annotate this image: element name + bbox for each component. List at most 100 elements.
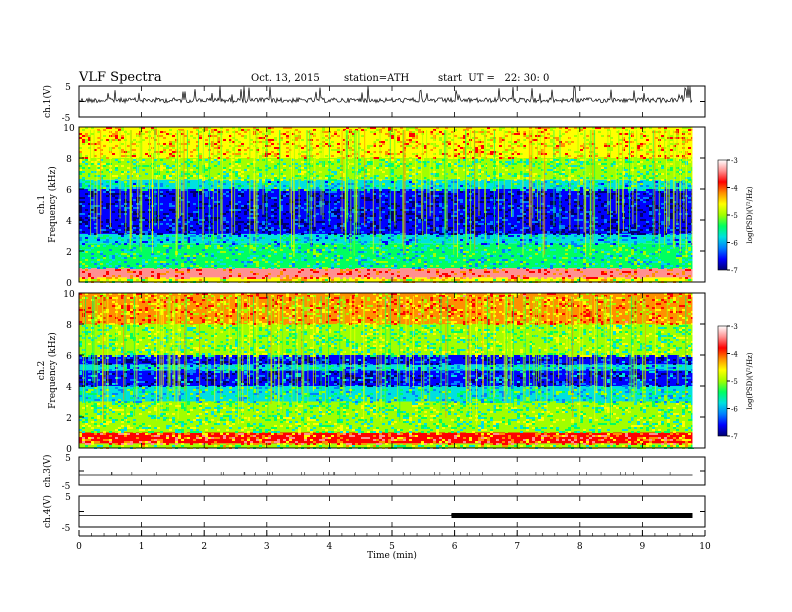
ch.1-pixel	[229, 207, 232, 209]
ch.1-pixel	[574, 171, 577, 173]
ch.1-pixel	[532, 173, 535, 175]
ch.1-pixel	[415, 127, 418, 129]
ch.1-pixel	[538, 175, 541, 177]
ch.1-pixel	[193, 159, 196, 161]
ch.1-pixel	[259, 179, 262, 181]
ch.1-pixel	[241, 175, 244, 177]
ch.1-pixel	[586, 159, 589, 161]
ch.1-pixel	[115, 181, 118, 183]
ch.1-pixel	[478, 225, 481, 227]
ch.1-pixel	[544, 207, 547, 209]
ch.1-pixel	[226, 157, 229, 159]
ch.1-pixel	[199, 175, 202, 177]
ch.1-pixel	[400, 165, 403, 167]
ch.1-pixel	[550, 223, 553, 225]
ch.1-pixel	[487, 135, 490, 137]
ch.1-pixel	[238, 231, 241, 233]
ch.1-pixel	[91, 175, 94, 177]
ch.1-pixel	[94, 207, 97, 209]
ch.1-pixel	[187, 149, 190, 151]
ch.1-pixel	[373, 143, 376, 145]
ch.1-pixel	[283, 171, 286, 173]
ch.1-pixel	[361, 227, 364, 229]
ch.1-pixel	[247, 175, 250, 177]
ch.1-pixel	[100, 153, 103, 155]
ch.1-pixel	[250, 221, 253, 223]
ch.1-pixel	[634, 207, 637, 209]
ch.1-pixel	[376, 185, 379, 187]
ch.1-pixel	[643, 127, 646, 129]
ch.1-pixel	[115, 131, 118, 133]
ch.1-pixel	[133, 143, 136, 145]
ch.1-pixel	[283, 225, 286, 227]
ch.1-pixel	[244, 165, 247, 167]
ch.1-pixel	[541, 193, 544, 195]
ch.1-pixel	[301, 167, 304, 169]
ch.1-pixel	[610, 193, 613, 195]
ch.1-pixel	[490, 213, 493, 215]
ch.1-pixel	[394, 187, 397, 189]
ch.1-pixel	[526, 223, 529, 225]
ch.1-pixel	[565, 191, 568, 193]
ch.1-pixel	[391, 147, 394, 149]
ch.1-pixel	[595, 221, 598, 223]
ch.1-pixel	[271, 199, 274, 201]
ch.1-pixel	[79, 161, 82, 163]
ch.1-pixel	[100, 217, 103, 219]
ch.1-pixel	[112, 131, 115, 133]
ch.1-pixel	[454, 155, 457, 157]
ch.1-pixel	[121, 193, 124, 195]
ch.1-pixel	[100, 161, 103, 163]
ch.1-pixel	[169, 145, 172, 147]
ch.1-pixel	[391, 135, 394, 137]
ch.1-pixel	[115, 205, 118, 207]
ch.1-pixel	[643, 223, 646, 225]
ch.1-pixel	[499, 195, 502, 197]
ch.1-pixel	[448, 153, 451, 155]
ch.1-pixel	[391, 157, 394, 159]
ch.1-pixel	[229, 169, 232, 171]
ch.1-pixel	[490, 189, 493, 191]
ch.1-pixel	[457, 213, 460, 215]
ch.1-pixel	[535, 159, 538, 161]
ch.1-pixel	[88, 189, 91, 191]
ch.1-pixel	[415, 217, 418, 219]
ch.1-pixel	[160, 219, 163, 221]
ch.1-pixel	[235, 151, 238, 153]
ch.1-pixel	[649, 229, 652, 231]
ch.1-pixel	[613, 227, 616, 229]
ch.1-pixel	[121, 135, 124, 137]
ch.1-pixel	[466, 197, 469, 199]
ch.1-pixel	[226, 173, 229, 175]
ch.1-pixel	[331, 189, 334, 191]
ch.1-pixel	[643, 169, 646, 171]
ch.1-pixel	[625, 159, 628, 161]
ch.1-pixel	[436, 201, 439, 203]
ch.1-pixel	[289, 127, 292, 129]
ch.1-pixel	[250, 175, 253, 177]
ch.1-pixel	[286, 137, 289, 139]
ch.1-pixel	[187, 211, 190, 213]
ch.1-pixel	[343, 145, 346, 147]
ch.1-pixel	[199, 177, 202, 179]
ch.1-pixel	[595, 133, 598, 135]
ch.1-pixel	[619, 163, 622, 165]
ch.1-pixel	[445, 205, 448, 207]
ch.1-pixel	[307, 187, 310, 189]
ch.1-pixel	[424, 165, 427, 167]
ch.1-pixel	[550, 229, 553, 231]
ch.1-pixel	[511, 213, 514, 215]
ch.1-pixel	[619, 161, 622, 163]
ch.1-pixel	[166, 185, 169, 187]
ch.1-pixel	[661, 225, 664, 227]
ch.1-pixel	[373, 187, 376, 189]
ch.1-pixel	[463, 147, 466, 149]
ch.1-pixel	[466, 191, 469, 193]
ch.1-pixel	[352, 149, 355, 151]
ch.1-pixel	[136, 229, 139, 231]
ch.1-pixel	[430, 187, 433, 189]
ch.1-pixel	[205, 165, 208, 167]
ch.1-pixel	[190, 207, 193, 209]
ch.1-pixel	[307, 189, 310, 191]
ch.1-pixel	[283, 227, 286, 229]
